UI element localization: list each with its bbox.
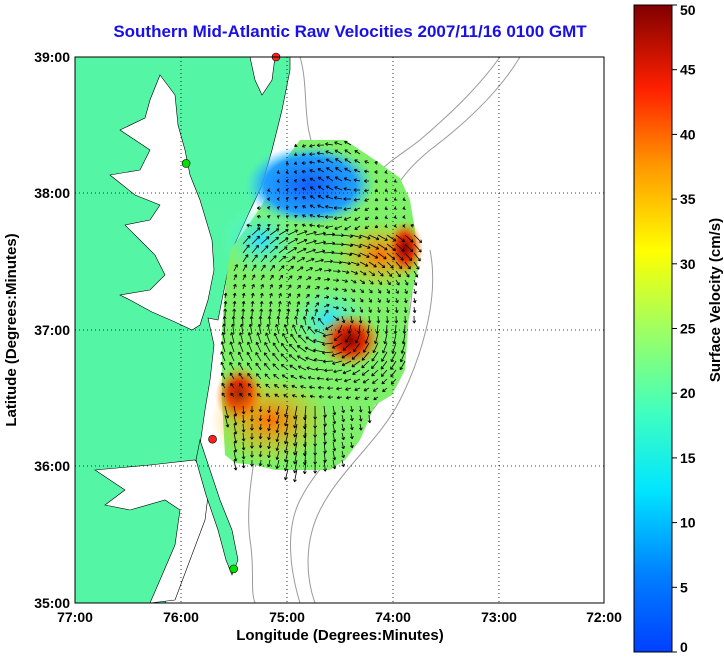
colorbar-tick-label: 50 [680,2,696,18]
y-tick-label: 37:00 [34,322,70,338]
x-axis: 77:00 76:00 75:00 74:00 73:00 72:00 Long… [57,609,622,644]
colorbar-tick-label: 5 [680,579,688,595]
x-tick-label: 77:00 [57,609,93,625]
velocity-arrows [220,140,423,483]
x-tick-label: 76:00 [163,609,199,625]
station-green-icon [181,159,191,168]
y-tick-label: 38:00 [34,185,70,201]
colorbar-tick-label: 0 [680,639,688,655]
x-tick-label: 74:00 [375,609,411,625]
delaware-bay [249,57,276,96]
colorbar-gradient [633,4,673,653]
colorbar-tick-label: 40 [680,126,696,142]
x-axis-label: Longitude (Degrees:Minutes) [236,627,444,644]
y-tick-label: 39:00 [34,49,70,65]
x-tick-label: 75:00 [269,609,305,625]
x-tick-label: 73:00 [481,609,517,625]
station-markers [181,52,281,574]
colorbar-label: Surface Velocity (cm/s) [707,218,724,382]
colorbar-tick-label: 25 [680,321,696,337]
chesapeake-bay [109,74,215,331]
plot-title: Southern Mid-Atlantic Raw Velocities 200… [113,22,587,41]
y-tick-label: 35:00 [34,595,70,611]
y-tick-label: 36:00 [34,458,70,474]
station-red-icon [208,434,217,444]
colorbar-tick-label: 20 [680,385,696,401]
colorbar-tick-label: 30 [680,256,696,272]
colorbar-tick-label: 35 [680,191,696,207]
outer-banks [195,438,239,576]
velocity-field [210,140,425,483]
colorbar: 0 5 10 15 20 25 30 35 40 45 50 Surface Velocity (c… [633,2,724,655]
colorbar-tick-label: 10 [680,515,696,531]
colorbar-tick-label: 45 [680,62,696,78]
colorbar-tick-label: 15 [680,450,696,466]
grid-lines [75,57,604,603]
x-tick-label: 72:00 [586,609,622,625]
station-green-icon [229,564,238,574]
y-axis-label: Latitude (Degrees:Minutes) [3,233,20,426]
plot-frame [74,56,605,604]
y-axis: 39:00 38:00 37:00 36:00 35:00 Latitude (… [3,49,70,611]
